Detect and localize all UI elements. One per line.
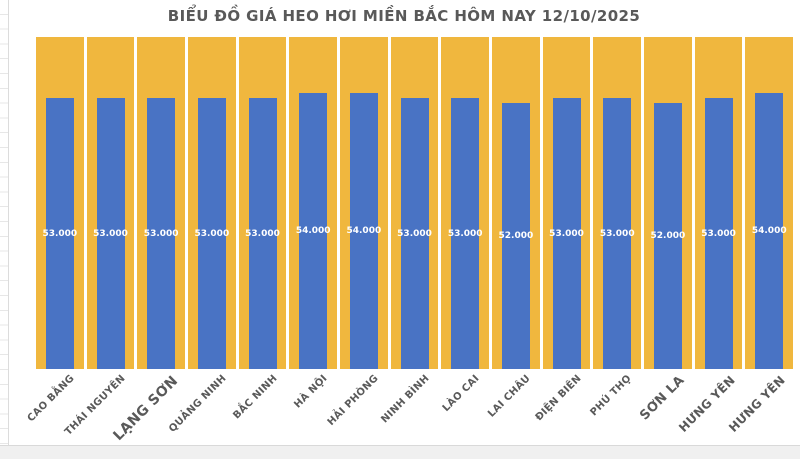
value-bar: 53.000 (549, 98, 584, 369)
value-bar: 52.000 (499, 103, 533, 369)
x-axis-label: SƠN LA (637, 373, 688, 424)
x-axis-label: PHÚ THỌ (588, 373, 634, 419)
plot-area: 53.000 53.000 53.000 53.000 53.000 54.000 54.0… (36, 37, 794, 369)
bar-value-label: 54.000 (346, 226, 382, 237)
x-axis-label: NINH BÌNH (378, 373, 432, 426)
chart-title: BIỂU ĐỒ GIÁ HEO HƠI MIỀN BẮC HÔM NAY 12/… (167, 7, 641, 25)
bar-value-label: 53.000 (599, 228, 635, 239)
bar-value-label: 53.000 (447, 228, 483, 239)
background-column: 54.000 (340, 37, 388, 369)
bar-value-label: 52.000 (650, 231, 686, 242)
background-column: 53.000 (137, 37, 186, 369)
background-column: 52.000 (492, 37, 540, 369)
x-axis-label: HẢI PHÒNG (325, 373, 381, 429)
bar-value-label: 53.000 (701, 228, 736, 239)
value-bar: 53.000 (144, 98, 179, 369)
background-column: 53.000 (86, 37, 135, 369)
bar-value-label: 53.000 (143, 228, 179, 239)
x-axis-label: BẮC NINH (230, 373, 280, 422)
value-bar: 53.000 (448, 98, 483, 369)
value-bar: 53.000 (600, 98, 635, 369)
bar-value-label: 53.000 (397, 228, 432, 239)
background-column: 54.000 (745, 37, 794, 369)
value-bar: 53.000 (245, 98, 280, 369)
x-axis-label: CAO BẰNG (25, 373, 77, 425)
value-bar: 53.000 (194, 98, 229, 369)
bar-value-label: 53.000 (42, 228, 78, 239)
background-column: 53.000 (390, 37, 439, 369)
x-axis-label: LÀO CAI (440, 373, 482, 415)
bar-value-label: 54.000 (751, 226, 787, 237)
x-axis-label: ĐIỆN BIÊN (533, 373, 584, 424)
bar-value-label: 53.000 (245, 228, 280, 239)
value-bar: 54.000 (752, 93, 787, 369)
bar-value-label: 53.000 (194, 228, 230, 239)
value-bar: 53.000 (42, 98, 77, 369)
bar-value-label: 54.000 (295, 226, 331, 237)
value-bar: 54.000 (296, 93, 331, 369)
background-column: 53.000 (694, 37, 743, 369)
value-bar: 53.000 (701, 98, 736, 369)
background-column: 54.000 (289, 37, 338, 369)
value-bar: 53.000 (397, 98, 432, 369)
bar-value-label: 53.000 (93, 228, 128, 239)
value-bar: 54.000 (346, 93, 381, 369)
background-column: 53.000 (188, 37, 236, 369)
x-axis-labels: CAO BẰNG THÁI NGUYÊN LẠNG SƠN QUẢNG NINH BẮC… (0, 373, 800, 445)
x-axis-label: HÀ NỘI (292, 373, 330, 411)
x-axis-label: LAI CHÂU (485, 373, 533, 420)
background-column: 53.000 (593, 37, 642, 369)
background-column: 53.000 (238, 37, 287, 369)
background-column: 52.000 (644, 37, 692, 369)
background-column: 53.000 (542, 37, 591, 369)
bar-value-label: 53.000 (549, 228, 584, 239)
worksheet-bottom-strip (0, 445, 800, 459)
background-column: 53.000 (441, 37, 490, 369)
worksheet-gridlines (0, 0, 9, 445)
background-column: 53.000 (36, 37, 84, 369)
bar-value-label: 52.000 (498, 231, 534, 242)
value-bar: 53.000 (93, 98, 128, 369)
value-bar: 52.000 (651, 103, 685, 369)
